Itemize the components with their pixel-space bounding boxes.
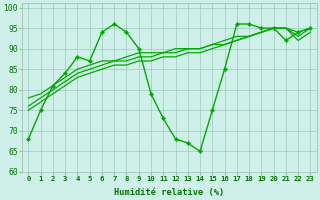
X-axis label: Humidité relative (%): Humidité relative (%) bbox=[114, 188, 225, 197]
